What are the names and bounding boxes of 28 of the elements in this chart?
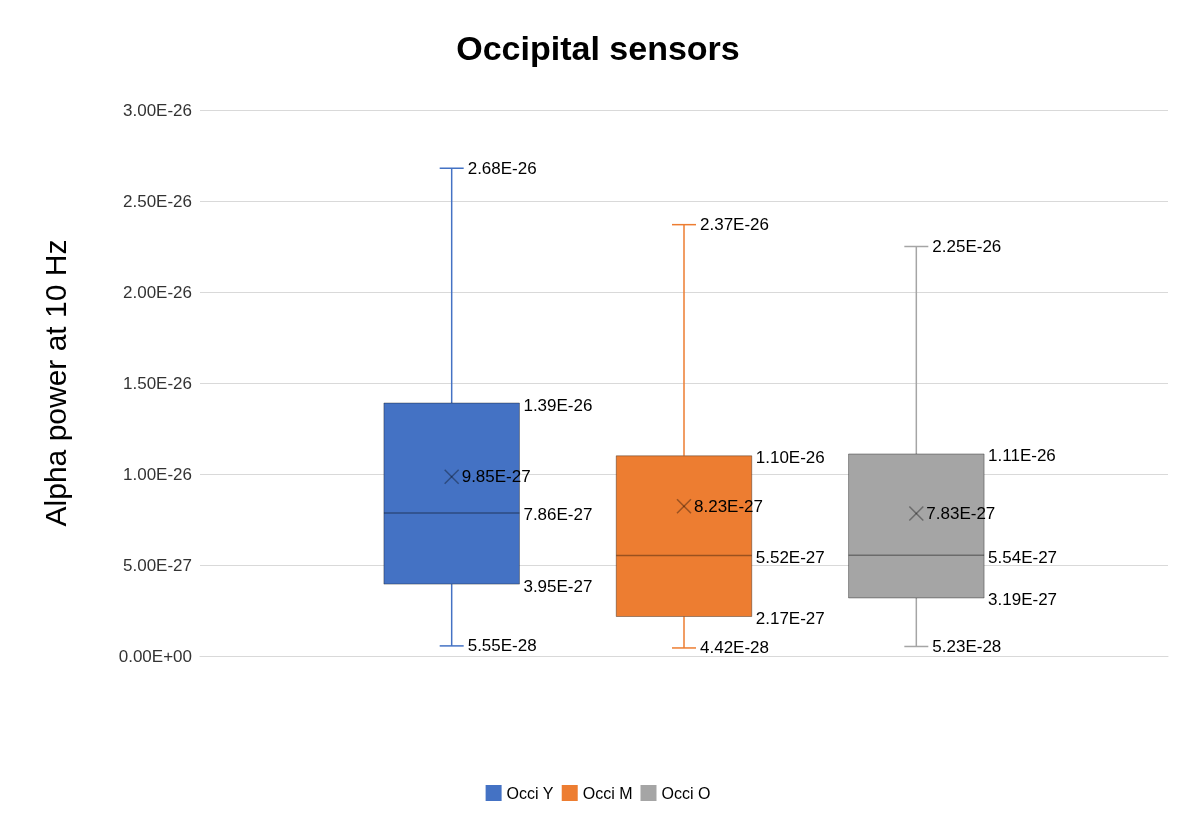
annotation: 7.83E-27 xyxy=(926,503,996,523)
annotation: 2.25E-26 xyxy=(932,237,1002,256)
y-tick-label: 1.50E-26 xyxy=(123,373,192,393)
legend-label: Occi M xyxy=(582,784,633,802)
annotation: 2.17E-27 xyxy=(755,609,825,629)
annotation: 5.52E-27 xyxy=(755,548,825,568)
y-axis-title: Alpha power at 10 Hz xyxy=(38,239,72,527)
annotation: 3.95E-27 xyxy=(523,576,593,596)
legend-label: Occi O xyxy=(661,784,711,802)
chart-title: Occipital sensors xyxy=(456,29,740,67)
legend-label: Occi Y xyxy=(506,784,554,802)
y-tick-label: 2.00E-26 xyxy=(123,282,192,302)
annotation: 3.19E-27 xyxy=(988,590,1058,610)
annotation: 2.37E-26 xyxy=(700,215,769,235)
annotation: 4.42E-28 xyxy=(700,638,769,658)
y-tick-label: 5.00E-27 xyxy=(123,555,192,575)
annotation: 1.11E-26 xyxy=(988,446,1056,466)
annotation: 5.23E-28 xyxy=(932,636,1002,656)
annotation: 7.86E-27 xyxy=(523,505,593,525)
annotation: 2.68E-26 xyxy=(467,158,537,178)
y-tick-label: 1.00E-26 xyxy=(123,464,192,484)
y-tick-label: 0.00E+00 xyxy=(118,646,192,666)
y-tick-label: 3.00E-26 xyxy=(123,100,192,120)
y-tick-label: 2.50E-26 xyxy=(123,191,192,211)
annotation: 1.10E-26 xyxy=(755,448,825,468)
annotation: 5.55E-28 xyxy=(467,636,537,656)
annotation: 1.39E-26 xyxy=(523,395,593,415)
annotation: 5.54E-27 xyxy=(988,547,1058,567)
